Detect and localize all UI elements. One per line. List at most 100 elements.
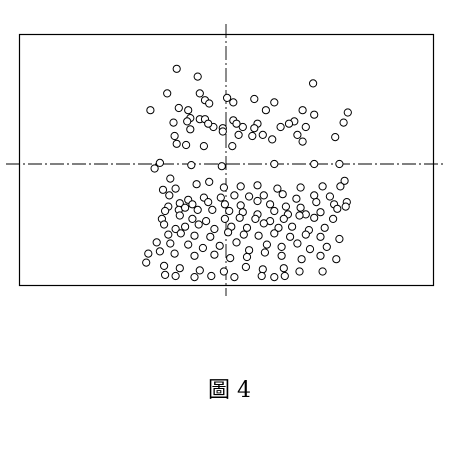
data-point-70 [166,192,173,199]
data-point-153 [294,240,301,247]
data-point-136 [225,229,232,236]
data-point-33 [302,123,309,130]
data-point-1 [164,90,171,97]
data-point-58 [167,175,174,182]
data-point-97 [182,204,189,211]
data-point-32 [277,123,284,130]
data-point-51 [151,165,158,172]
data-point-180 [208,272,215,279]
data-point-183 [281,272,288,279]
data-point-174 [259,266,266,273]
data-point-2 [147,107,154,114]
data-point-73 [217,194,224,201]
data-point-78 [293,195,300,202]
data-point-100 [226,207,233,214]
data-point-160 [211,251,218,258]
data-point-122 [182,223,189,230]
data-point-181 [231,274,238,281]
data-point-76 [260,192,267,199]
data-point-77 [279,191,286,198]
data-point-170 [176,265,183,272]
data-point-112 [221,215,228,222]
data-point-149 [233,239,240,246]
data-point-47 [269,136,276,143]
data-point-141 [302,231,309,238]
data-point-163 [261,249,268,256]
data-point-13 [224,94,231,101]
data-point-46 [249,132,256,139]
data-point-75 [246,193,253,200]
data-point-168 [143,259,150,266]
data-point-48 [299,138,306,145]
data-point-166 [317,252,324,259]
data-point-173 [242,263,249,270]
data-point-158 [171,250,178,257]
data-point-84 [189,201,196,208]
data-point-66 [297,184,304,191]
data-point-132 [165,231,172,238]
data-point-49 [332,134,339,141]
data-point-74 [231,192,238,199]
data-point-14 [262,107,269,114]
data-point-145 [167,240,174,247]
data-point-59 [172,185,179,192]
data-point-9 [271,99,278,106]
data-point-26 [170,119,177,126]
data-point-17 [344,109,351,116]
data-point-107 [334,205,341,212]
data-point-118 [311,214,318,221]
data-point-137 [240,231,247,238]
data-point-65 [274,185,281,192]
data-point-92 [313,199,320,206]
data-point-119 [330,215,337,222]
data-point-161 [227,255,234,262]
data-point-147 [199,244,206,251]
data-point-5 [196,90,203,97]
data-point-89 [267,201,274,208]
data-point-127 [260,220,267,227]
data-point-111 [203,218,210,225]
data-point-113 [236,214,243,221]
data-point-152 [278,243,285,250]
data-point-148 [216,242,223,249]
data-point-50 [156,159,163,166]
data-point-162 [243,253,250,260]
data-point-25 [311,111,318,118]
data-point-0 [173,65,180,72]
data-point-95 [162,207,169,214]
data-point-144 [153,239,160,246]
data-point-171 [196,267,203,274]
data-point-164 [278,252,285,259]
data-point-30 [233,120,240,127]
data-point-41 [340,119,347,126]
data-point-27 [184,118,191,125]
data-point-85 [205,199,212,206]
data-point-55 [311,160,318,167]
data-point-64 [254,182,261,189]
data-point-140 [287,233,294,240]
data-point-3 [175,104,182,111]
data-point-10 [310,80,317,87]
data-point-116 [280,215,287,222]
data-point-131 [321,224,328,231]
data-point-80 [326,193,333,200]
data-point-61 [206,178,213,185]
data-point-184 [162,271,169,278]
data-point-133 [177,230,184,237]
data-points [143,65,352,281]
data-point-15 [299,107,306,114]
data-point-4 [194,73,201,80]
data-point-124 [211,225,218,232]
data-point-134 [191,232,198,239]
data-point-91 [297,204,304,211]
data-point-109 [176,212,183,219]
data-point-54 [271,160,278,167]
data-point-156 [145,250,152,257]
data-point-165 [298,256,305,263]
data-point-94 [342,203,349,210]
data-point-98 [194,206,201,213]
data-point-139 [271,230,278,237]
data-point-90 [282,203,289,210]
data-point-154 [306,246,313,253]
data-point-8 [251,95,258,102]
